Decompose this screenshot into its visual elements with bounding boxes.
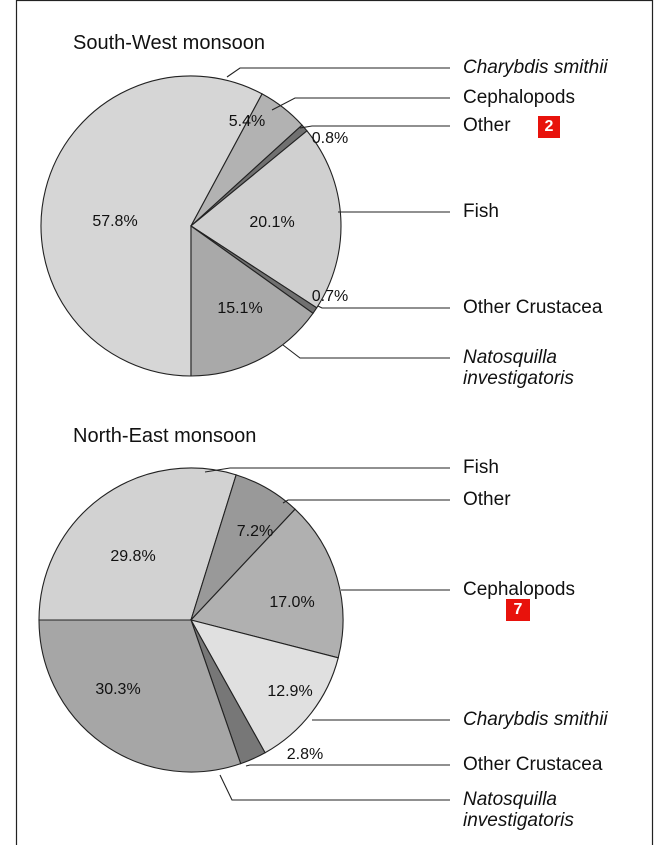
slice-value-label: 15.1% [217,300,262,317]
legend-label: Natosquilla investigatoris [463,789,574,831]
leader-line [271,97,450,111]
legend-label: Natosquilla investigatoris [463,347,574,389]
leader-line [219,774,450,801]
slice-value-label: 0.7% [312,288,348,305]
leader-line [245,764,450,767]
slice-value-label: 0.8% [312,130,348,147]
pie-slice [190,130,342,309]
pie-slice [40,75,263,377]
chart-title: North-East monsoon [73,425,257,447]
leader-line [204,467,450,473]
leader-line [282,344,450,359]
slice-value-label: 12.9% [267,683,312,700]
legend-label: Cephalopods [463,579,575,600]
slice-value-label: 7.2% [237,523,273,540]
pie-slice [38,467,237,621]
pie-slice [189,508,344,659]
legend-label: Other [463,115,511,136]
leader-line [317,305,450,309]
leader-line [299,125,450,129]
legend-label: Charybdis smithii [463,709,608,730]
slice-value-label: 2.8% [287,746,323,763]
slice-value-label: 29.8% [110,548,155,565]
badge: 7 [506,599,530,621]
leader-line [226,67,450,78]
badge: 2 [538,116,560,138]
slice-value-label: 57.8% [92,213,137,230]
slice-value-label: 30.3% [95,681,140,698]
legend-label: Other [463,489,511,510]
slice-value-label: 20.1% [249,214,294,231]
legend-label: Fish [463,457,499,478]
legend-label: Other Crustacea [463,754,603,775]
frame [15,0,654,845]
pie-slice [190,224,314,377]
slice-value-label: 17.0% [269,594,314,611]
legend-label: Fish [463,201,499,222]
pie-slice [189,619,339,754]
legend-label: Charybdis smithii [463,57,608,78]
legend-label: Cephalopods [463,87,575,108]
slice-value-label: 5.4% [229,113,265,130]
leader-line [282,499,450,504]
legend-label: Other Crustacea [463,297,603,318]
pie-slice [38,619,242,773]
chart-title: South-West monsoon [73,32,265,54]
